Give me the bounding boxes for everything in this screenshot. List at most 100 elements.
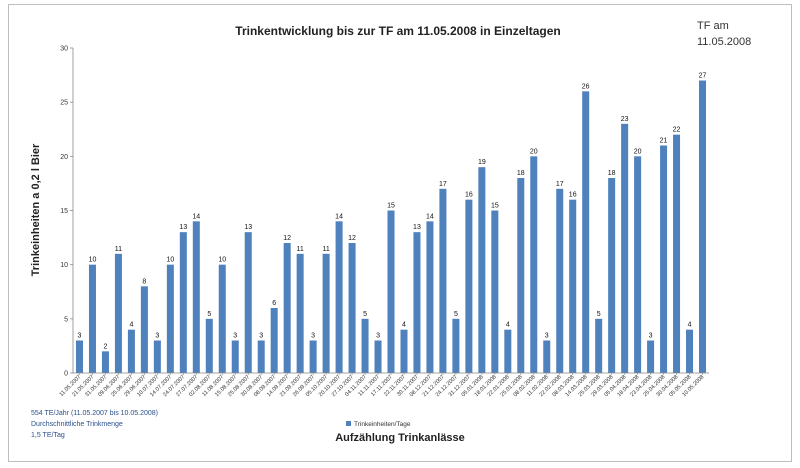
bar — [179, 232, 187, 373]
y-axis: 0 5 10 15 20 25 30 — [60, 46, 73, 378]
bar — [114, 253, 122, 373]
annotation-line-1: TF am — [697, 20, 729, 32]
data-label: 16 — [569, 192, 577, 199]
data-label: 18 — [608, 170, 616, 177]
bar — [543, 340, 551, 373]
bar — [634, 156, 642, 373]
bar — [491, 210, 499, 373]
bar — [88, 264, 96, 373]
data-label: 3 — [311, 333, 315, 340]
data-label: 5 — [454, 311, 458, 318]
y-tick-label: 20 — [60, 154, 68, 161]
bar — [673, 134, 681, 373]
bar — [231, 340, 239, 373]
bar — [426, 221, 434, 373]
data-label: 4 — [129, 322, 133, 329]
y-tick-label: 10 — [60, 262, 68, 269]
data-label: 15 — [387, 203, 395, 210]
bar — [439, 188, 447, 373]
bar — [283, 243, 291, 373]
data-label: 3 — [78, 333, 82, 340]
bar — [361, 318, 369, 373]
legend-entry: Trinkeinheiten/Tage — [354, 421, 411, 428]
data-label: 18 — [517, 170, 525, 177]
bar — [374, 340, 382, 373]
stats-line-3: 1,5 TE/Tag — [31, 432, 65, 439]
bar — [400, 329, 408, 373]
data-label: 17 — [439, 181, 447, 188]
bar — [309, 340, 317, 373]
bar — [647, 340, 655, 373]
bar — [322, 253, 330, 373]
data-label: 3 — [649, 333, 653, 340]
data-label: 3 — [233, 333, 237, 340]
bar — [504, 329, 512, 373]
data-label: 5 — [363, 311, 367, 318]
bar — [478, 167, 486, 373]
bar — [75, 340, 83, 373]
data-label: 14 — [426, 213, 434, 220]
data-label: 11 — [322, 246, 329, 253]
bar — [335, 221, 343, 373]
data-label: 12 — [348, 235, 356, 242]
bar — [205, 318, 213, 373]
data-label: 10 — [218, 257, 226, 264]
data-label: 21 — [660, 138, 668, 145]
data-label: 3 — [376, 333, 380, 340]
data-label: 13 — [413, 224, 421, 231]
data-label: 4 — [688, 322, 692, 329]
x-axis-label: Aufzählung Trinkanlässe — [335, 432, 465, 444]
data-label: 3 — [155, 333, 159, 340]
bar — [595, 318, 603, 373]
bar — [270, 308, 278, 373]
bar — [556, 188, 564, 373]
bar — [452, 318, 460, 373]
bar — [192, 221, 200, 373]
data-label: 17 — [556, 181, 564, 188]
data-label: 26 — [582, 83, 590, 90]
stats-line-2: Durchschnittliche Trinkmenge — [31, 421, 123, 428]
data-label: 27 — [699, 73, 707, 80]
bar — [686, 329, 694, 373]
bar — [244, 232, 252, 373]
data-label: 22 — [673, 127, 681, 134]
data-label: 11 — [296, 246, 303, 253]
data-label: 14 — [335, 213, 343, 220]
bar — [153, 340, 161, 373]
bar — [140, 286, 148, 373]
bar — [348, 243, 356, 373]
data-label: 16 — [465, 192, 473, 199]
bar — [699, 80, 707, 373]
bar — [517, 178, 525, 373]
data-label: 14 — [192, 213, 200, 220]
bar — [257, 340, 265, 373]
data-label: 3 — [259, 333, 263, 340]
legend: Trinkeinheiten/Tage — [346, 421, 411, 428]
data-label: 5 — [597, 311, 601, 318]
bar — [608, 178, 616, 373]
bar — [218, 264, 226, 373]
bar — [582, 91, 590, 373]
annotation-line-2: 11.05.2008 — [697, 36, 751, 48]
bar — [101, 351, 109, 373]
data-label: 4 — [402, 322, 406, 329]
data-label: 4 — [506, 322, 510, 329]
legend-swatch — [346, 421, 351, 426]
data-label: 2 — [103, 343, 107, 350]
y-tick-label: 0 — [64, 371, 68, 378]
bar — [660, 145, 668, 373]
y-tick-label: 25 — [60, 100, 68, 107]
data-label: 12 — [283, 235, 291, 242]
chart-title: Trinkentwicklung bis zur TF am 11.05.200… — [235, 24, 560, 38]
data-label: 15 — [491, 203, 499, 210]
data-label: 23 — [621, 116, 629, 123]
y-tick-label: 5 — [64, 316, 68, 323]
bar — [387, 210, 395, 373]
bar — [621, 123, 629, 373]
data-label: 20 — [634, 148, 642, 155]
data-label: 10 — [166, 257, 174, 264]
data-labels: 3102114831013145103133612113111412531541… — [78, 73, 707, 351]
data-label: 3 — [545, 333, 549, 340]
x-axis-ticks: 11.05.200721.05.200731.05.200709.06.2007… — [59, 373, 705, 398]
